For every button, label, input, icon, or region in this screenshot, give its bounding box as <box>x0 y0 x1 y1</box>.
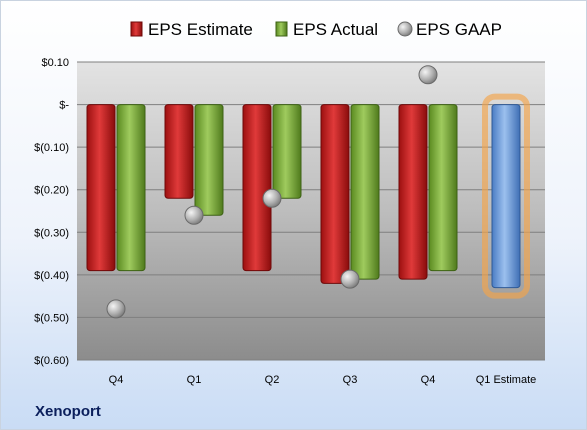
bars <box>86 93 530 299</box>
bar-eps-actual <box>272 104 302 199</box>
y-axis-ticks: $0.10 $- $(0.10) $(0.20) $(0.30) $(0.40) $(0.5… <box>34 57 69 367</box>
bar-eps-estimate <box>242 104 272 272</box>
y-tick-label: $0.10 <box>41 57 69 69</box>
x-tick-label: Q1 <box>187 374 202 386</box>
legend-swatch <box>275 21 288 37</box>
plot-area <box>77 62 545 360</box>
gaap-marker <box>418 65 438 85</box>
legend-label: EPS Actual <box>293 20 378 39</box>
x-axis-ticks: Q4 Q1 Q2 Q3 Q4 Q1 Estimate <box>109 374 537 386</box>
legend-label: EPS GAAP <box>416 20 502 39</box>
x-tick-label: Q1 Estimate <box>476 374 537 386</box>
legend: EPS Estimate EPS Actual EPS GAAP <box>130 20 502 39</box>
company-name: Xenoport <box>35 403 101 420</box>
legend-label: EPS Estimate <box>148 20 253 39</box>
bar-eps-actual <box>350 104 380 280</box>
bar-eps-actual <box>194 104 224 216</box>
gaap-markers <box>106 65 438 319</box>
x-tick-label: Q4 <box>109 374 124 386</box>
bar-eps-actual <box>428 104 458 272</box>
bar-eps-estimate <box>398 104 428 280</box>
y-tick-label: $(0.40) <box>34 270 69 282</box>
y-tick-label: $(0.50) <box>34 312 69 324</box>
gridlines <box>77 61 545 361</box>
bar-eps-estimate <box>86 104 116 272</box>
y-tick-label: $(0.20) <box>34 185 69 197</box>
bar-eps-estimate <box>164 104 194 199</box>
y-tick-label: $(0.10) <box>34 142 69 154</box>
legend-swatch <box>397 21 413 37</box>
x-tick-label: Q2 <box>265 374 280 386</box>
gaap-marker <box>106 299 126 319</box>
legend-swatch <box>130 21 143 37</box>
x-tick-label: Q4 <box>421 374 436 386</box>
bar-eps-estimate-forecast <box>491 104 521 289</box>
bar-eps-estimate <box>320 104 350 284</box>
y-tick-label: $- <box>59 100 69 112</box>
x-tick-label: Q3 <box>343 374 358 386</box>
eps-chart: $0.10 $- $(0.10) $(0.20) $(0.30) $(0.40) $(0.5… <box>34 20 545 386</box>
bar-eps-actual <box>116 104 146 272</box>
gaap-marker <box>262 188 282 208</box>
y-tick-label: $(0.60) <box>34 355 69 367</box>
forecast-glow <box>482 93 530 299</box>
y-tick-label: $(0.30) <box>34 227 69 239</box>
gaap-marker <box>340 269 360 289</box>
gaap-marker <box>184 205 204 225</box>
